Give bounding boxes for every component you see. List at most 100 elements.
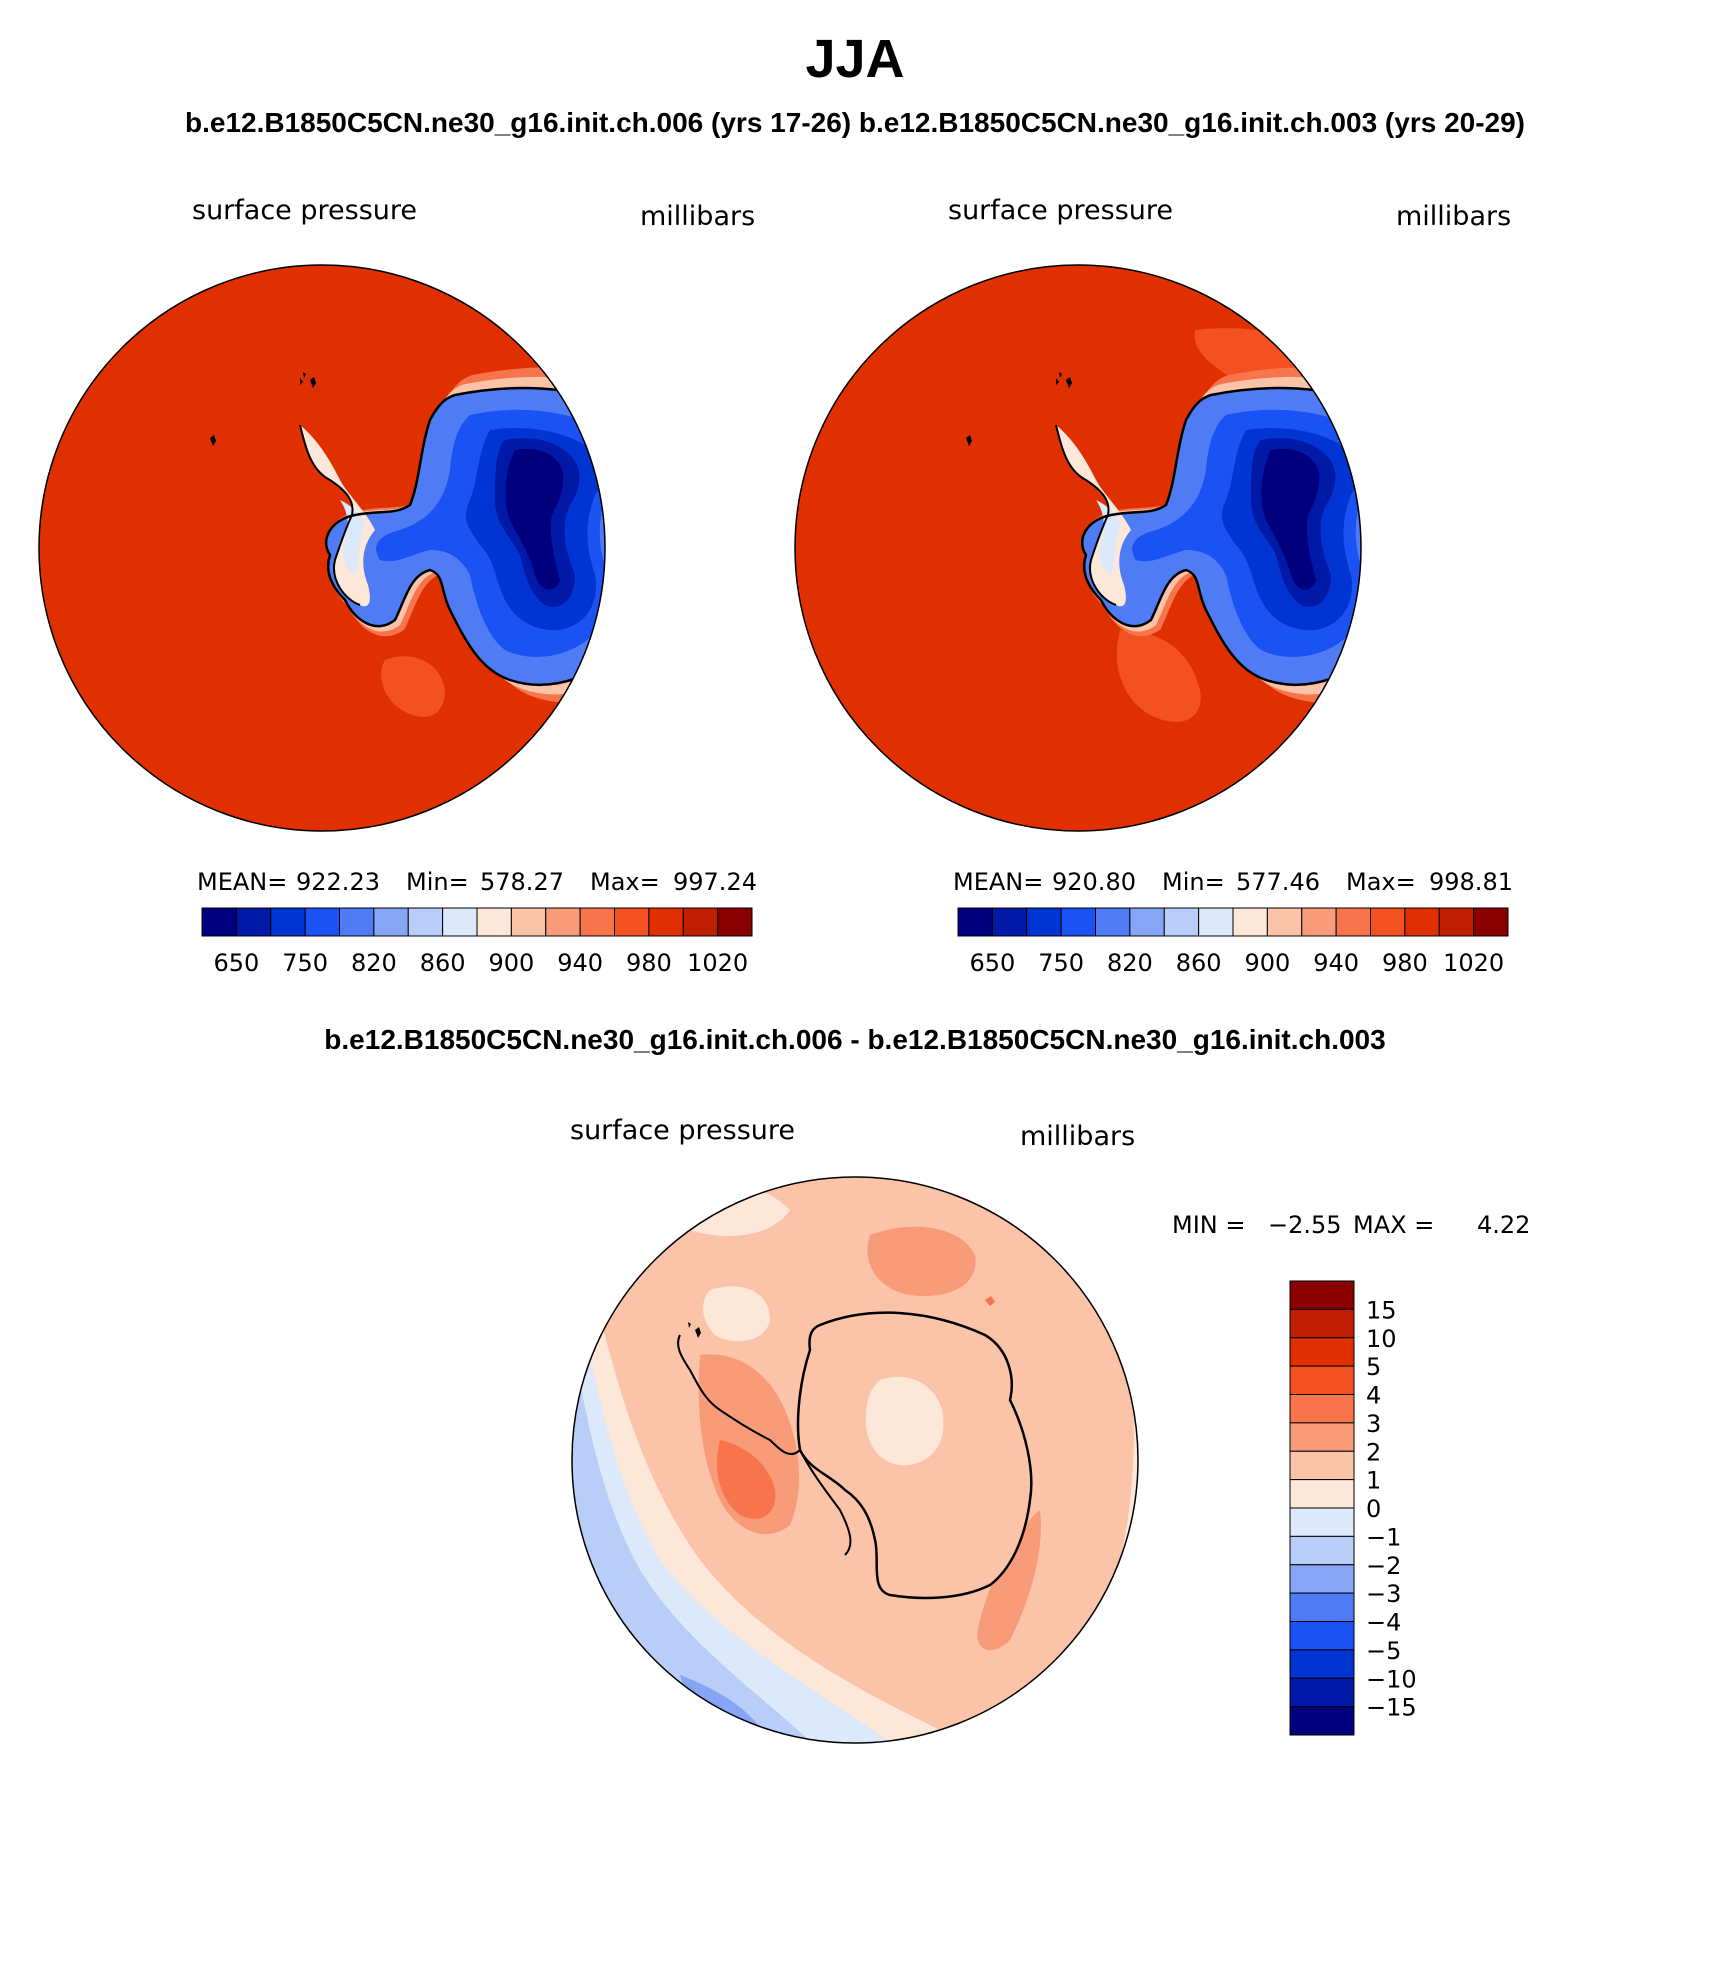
panel-right-colorbar-box bbox=[1370, 907, 1406, 937]
panel-left-colorbar-box bbox=[545, 907, 581, 937]
panel-diff-colorbar-box bbox=[1289, 1677, 1355, 1708]
panel-left-colorbar-label: 820 bbox=[351, 949, 397, 977]
panel-diff-colorbar-label: 2 bbox=[1366, 1438, 1381, 1466]
panel-diff-variable-label: surface pressure bbox=[570, 1115, 795, 1146]
panel-left-colorbar-label: 650 bbox=[213, 949, 259, 977]
panel-left-colorbar-label: 980 bbox=[626, 949, 672, 977]
panel-diff-colorbar-box bbox=[1289, 1706, 1355, 1736]
coastline-segment bbox=[799, 1449, 852, 1556]
panel-left-colorbar-box bbox=[717, 907, 753, 937]
ocean-contour-patch bbox=[1116, 630, 1201, 722]
antarctica-coastline bbox=[324, 386, 605, 686]
panel-right-units-label: millibars bbox=[1396, 201, 1511, 232]
panel-left-colorbar-label: 900 bbox=[488, 949, 534, 977]
panel-diff-colorbar-label: −15 bbox=[1366, 1694, 1417, 1722]
panel-left-colorbar-box bbox=[579, 907, 615, 937]
panel-right-colorbar-label: 980 bbox=[1382, 949, 1428, 977]
panel-diff-colorbar-label: 5 bbox=[1366, 1353, 1381, 1381]
panel-left-colorbar-box bbox=[407, 907, 444, 937]
panel-diff-colorbar-label: 10 bbox=[1366, 1325, 1397, 1353]
panel-right: surface pressure millibars bbox=[794, 195, 1513, 977]
panel-left-colorbar-box bbox=[682, 907, 719, 937]
panel-right-colorbar-box bbox=[1266, 907, 1303, 937]
panel-left-colorbar-box bbox=[476, 907, 512, 937]
diff-pos4-patch bbox=[985, 1296, 995, 1306]
panel-right-variable-label: surface pressure bbox=[948, 195, 1173, 226]
ocean-contour-patch bbox=[673, 455, 710, 648]
panel-diff-colorbar-box bbox=[1289, 1280, 1355, 1310]
peninsula-coastline bbox=[677, 1334, 801, 1456]
peninsula-core bbox=[1096, 500, 1121, 575]
panel-right-colorbar-label: 940 bbox=[1313, 949, 1359, 977]
island-coastline bbox=[1056, 372, 1072, 388]
figure-subtitle: b.e12.B1850C5CN.ne30_g16.init.ch.006 (yr… bbox=[184, 107, 1526, 138]
panel-left-colorbar-box bbox=[614, 907, 650, 937]
panel-left-colorbar-label: 940 bbox=[557, 949, 603, 977]
panel-left-mean-label: MEAN= bbox=[197, 868, 287, 896]
panel-diff-min-value: −2.55 bbox=[1268, 1211, 1342, 1239]
panel-left-max-value: 997.24 bbox=[673, 868, 757, 896]
panel-right-colorbar-box bbox=[1404, 907, 1440, 937]
panel-diff-colorbar-label: −2 bbox=[1366, 1552, 1401, 1580]
panel-diff-colorbar-box bbox=[1289, 1479, 1355, 1509]
panel-left-min-label: Min= bbox=[406, 868, 469, 896]
panel-right-colorbar-label: 1020 bbox=[1443, 949, 1504, 977]
panel-diff-max-value: 4.22 bbox=[1477, 1211, 1530, 1239]
panel-diff-colorbar-label: 0 bbox=[1366, 1495, 1381, 1523]
panel-diff-colorbar-label: −3 bbox=[1366, 1580, 1401, 1608]
panel-diff-colorbar-box bbox=[1289, 1394, 1355, 1424]
panel-left-colorbar-box bbox=[304, 907, 340, 937]
panel-diff-colorbar-label: −1 bbox=[1366, 1523, 1401, 1551]
panel-left-colorbar-box bbox=[201, 907, 237, 937]
island-coastline bbox=[966, 435, 972, 446]
panel-diff-colorbar-label: 4 bbox=[1366, 1382, 1381, 1410]
panel-diff-colorbar-label: 1 bbox=[1366, 1467, 1381, 1495]
panel-diff-min-label: MIN = bbox=[1172, 1211, 1245, 1239]
panel-diff-colorbar-label: −4 bbox=[1366, 1609, 1401, 1637]
figure-title: JJA bbox=[805, 29, 905, 89]
panel-diff-map-border bbox=[571, 1176, 1139, 1744]
panel-left-map bbox=[39, 265, 710, 831]
panel-diff-max-label: MAX = bbox=[1353, 1211, 1434, 1239]
panel-diff-colorbar-label: −5 bbox=[1366, 1637, 1401, 1665]
panel-right-colorbar-box bbox=[1438, 907, 1475, 937]
panel-diff-colorbar-box bbox=[1289, 1507, 1355, 1537]
panel-right-colorbar-box bbox=[1163, 907, 1200, 937]
peninsula-coastline bbox=[1055, 424, 1117, 606]
island-coastline bbox=[210, 435, 216, 446]
panel-diff-colorbar-box bbox=[1289, 1337, 1355, 1367]
panel-diff-colorbar-box bbox=[1289, 1564, 1355, 1594]
panel-left-colorbar-box bbox=[339, 907, 375, 937]
panel-right-colorbar-label: 820 bbox=[1107, 949, 1153, 977]
panel-right-mean-value: 920.80 bbox=[1052, 868, 1136, 896]
panel-right-map-border bbox=[794, 264, 1362, 832]
panel-right-colorbar-label: 650 bbox=[969, 949, 1015, 977]
diff-zero-patch bbox=[703, 1286, 770, 1342]
diff-pos4-patch bbox=[716, 1440, 776, 1519]
panel-left-colorbar-box bbox=[270, 907, 306, 937]
panel-left-units-label: millibars bbox=[640, 201, 755, 232]
diff-zero-patch bbox=[647, 1177, 790, 1236]
panel-right-max-value: 998.81 bbox=[1429, 868, 1513, 896]
diff-zero-patch bbox=[865, 1376, 944, 1466]
panel-left-colorbar-box bbox=[235, 907, 272, 937]
panel-diff-colorbar-box bbox=[1289, 1592, 1355, 1622]
panel-left-colorbar-label: 1020 bbox=[687, 949, 748, 977]
panel-right-colorbar-label: 860 bbox=[1176, 949, 1222, 977]
antarctica-core bbox=[505, 448, 564, 590]
panel-right-mean-label: MEAN= bbox=[953, 868, 1043, 896]
panel-diff-colorbar-box bbox=[1289, 1365, 1355, 1395]
panel-right-colorbar-box bbox=[1060, 907, 1096, 937]
panel-left-mean-value: 922.23 bbox=[296, 868, 380, 896]
panel-right-colorbar-box bbox=[991, 907, 1028, 937]
panel-right-max-label: Max= bbox=[1346, 868, 1416, 896]
panel-right-colorbar-label: 900 bbox=[1244, 949, 1290, 977]
ocean-contour-patch bbox=[381, 656, 445, 717]
panel-diff-colorbar-box bbox=[1289, 1649, 1355, 1679]
panel-right-colorbar-box bbox=[1335, 907, 1371, 937]
panel-left-colorbar-box bbox=[442, 907, 478, 937]
panel-right-colorbar-box bbox=[1232, 907, 1268, 937]
panel-right-colorbar-box bbox=[957, 907, 993, 937]
antarctica-coastline bbox=[1080, 386, 1361, 686]
